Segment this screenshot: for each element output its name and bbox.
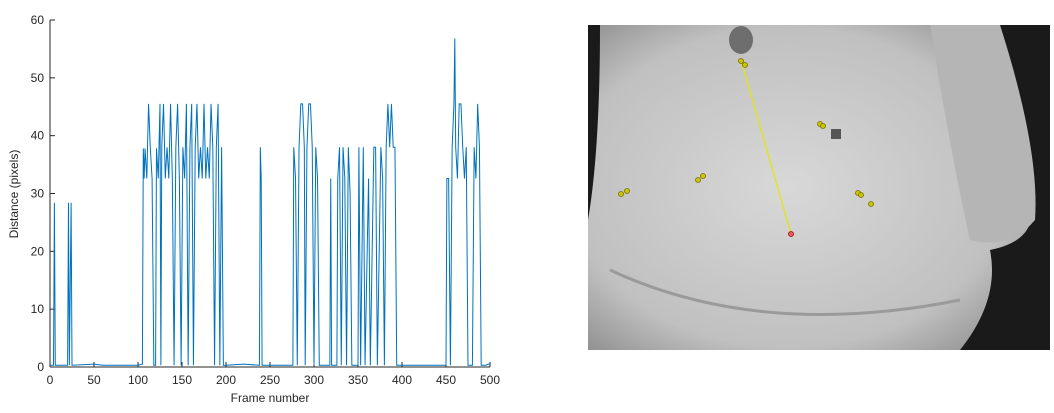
y-tick-label: 30 — [31, 187, 45, 201]
x-tick-label: 150 — [172, 373, 192, 387]
marker — [831, 129, 841, 139]
y-tick-label: 20 — [31, 244, 45, 258]
y-tick-label: 40 — [31, 129, 45, 143]
point — [743, 63, 748, 68]
x-tick-label: 250 — [260, 373, 280, 387]
x-tick-label: 350 — [348, 373, 368, 387]
point — [701, 174, 706, 179]
x-tick-label: 400 — [392, 373, 412, 387]
point — [696, 178, 701, 183]
thermal-image — [588, 25, 1050, 350]
point — [739, 59, 744, 64]
page: Frame number Distance (pixels) 0 10 20 30 40… — [0, 0, 1054, 413]
point — [869, 202, 874, 207]
point — [859, 193, 864, 198]
x-tick-label: 200 — [216, 373, 236, 387]
x-tick-label: 0 — [47, 373, 54, 387]
y-tick-label: 60 — [31, 13, 45, 27]
x-tick-label: 300 — [304, 373, 324, 387]
dark-spot — [729, 26, 753, 54]
y-tick-label: 50 — [31, 71, 45, 85]
y-tick-label: 10 — [31, 302, 45, 316]
x-tick-label: 50 — [87, 373, 101, 387]
x-tick-label: 450 — [436, 373, 456, 387]
point — [625, 189, 630, 194]
x-tick-label: 100 — [128, 373, 148, 387]
x-tick-label: 500 — [480, 373, 500, 387]
point — [789, 232, 794, 237]
x-axis-label: Frame number — [231, 391, 310, 405]
y-axis-label: Distance (pixels) — [7, 150, 21, 239]
point — [821, 124, 826, 129]
y-tick-label: 0 — [37, 360, 44, 374]
line-plot: Frame number Distance (pixels) 0 10 20 30 40… — [7, 13, 500, 405]
figure: Frame number Distance (pixels) 0 10 20 30 40… — [0, 0, 1054, 408]
data-line — [50, 39, 490, 366]
point — [619, 192, 624, 197]
